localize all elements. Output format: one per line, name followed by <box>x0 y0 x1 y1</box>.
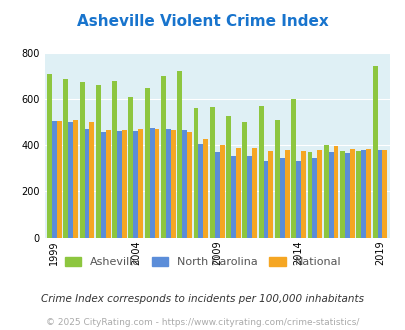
Bar <box>166 129 171 238</box>
Bar <box>47 74 52 238</box>
Bar <box>100 132 105 238</box>
Bar <box>193 108 198 238</box>
Bar <box>84 129 89 238</box>
Bar <box>290 99 295 238</box>
Bar <box>328 152 333 238</box>
Bar <box>161 76 166 238</box>
Bar <box>171 130 175 238</box>
Bar <box>247 156 252 238</box>
Text: Asheville Violent Crime Index: Asheville Violent Crime Index <box>77 14 328 29</box>
Bar <box>312 158 317 238</box>
Bar <box>219 145 224 238</box>
Bar <box>105 130 110 238</box>
Bar <box>117 131 121 238</box>
Bar <box>52 121 57 238</box>
Bar <box>372 65 377 238</box>
Bar <box>79 82 84 238</box>
Bar <box>226 116 230 238</box>
Bar <box>198 144 203 238</box>
Bar <box>138 129 143 238</box>
Bar <box>377 150 382 238</box>
Bar <box>268 151 273 238</box>
Bar <box>149 128 154 238</box>
Bar <box>284 150 289 238</box>
Bar <box>365 149 370 238</box>
Bar <box>128 97 133 238</box>
Bar <box>187 132 192 238</box>
Bar <box>230 156 235 238</box>
Bar <box>73 120 78 238</box>
Bar <box>344 153 349 238</box>
Bar <box>349 149 354 238</box>
Bar <box>356 151 360 238</box>
Bar <box>360 150 365 238</box>
Bar <box>203 139 208 238</box>
Bar <box>177 71 182 238</box>
Bar <box>96 85 100 238</box>
Bar <box>382 150 386 238</box>
Bar <box>317 150 322 238</box>
Bar <box>63 79 68 238</box>
Bar <box>339 151 344 238</box>
Bar <box>252 148 256 238</box>
Bar <box>57 121 62 238</box>
Bar <box>274 120 279 238</box>
Text: Crime Index corresponds to incidents per 100,000 inhabitants: Crime Index corresponds to incidents per… <box>41 294 364 304</box>
Bar <box>323 145 328 238</box>
Bar <box>307 152 312 238</box>
Bar <box>182 130 187 238</box>
Text: © 2025 CityRating.com - https://www.cityrating.com/crime-statistics/: © 2025 CityRating.com - https://www.city… <box>46 318 359 327</box>
Bar <box>122 130 126 238</box>
Bar <box>242 122 247 238</box>
Bar <box>258 106 263 238</box>
Bar <box>235 148 240 238</box>
Bar <box>68 122 73 238</box>
Bar <box>263 161 268 238</box>
Bar <box>295 161 300 238</box>
Bar <box>209 107 214 238</box>
Legend: Asheville, North Carolina, National: Asheville, North Carolina, National <box>60 252 345 272</box>
Bar <box>279 158 284 238</box>
Bar <box>154 129 159 238</box>
Bar <box>89 122 94 238</box>
Bar <box>300 151 305 238</box>
Bar <box>214 152 219 238</box>
Bar <box>145 88 149 238</box>
Bar <box>133 131 138 238</box>
Bar <box>333 146 338 238</box>
Bar <box>112 81 117 238</box>
